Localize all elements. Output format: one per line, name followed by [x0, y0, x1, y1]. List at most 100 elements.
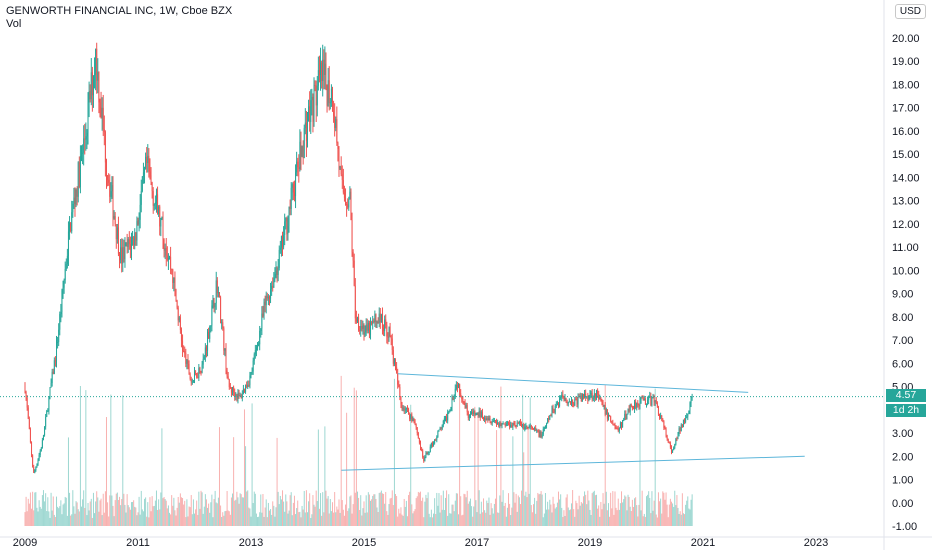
candle-body [615, 427, 617, 429]
trendline[interactable] [341, 455, 805, 471]
volume-bar [464, 494, 466, 526]
candle-body [161, 217, 163, 219]
volume-bar [237, 497, 239, 526]
volume-bar [417, 491, 419, 526]
candle-body [379, 313, 381, 323]
candle-body [342, 180, 344, 193]
volume-bar [634, 498, 636, 526]
volume-bar [136, 515, 138, 526]
candle-body [684, 419, 686, 422]
candle-body [83, 138, 85, 153]
candle-body [452, 397, 454, 400]
volume-bars [24, 375, 693, 526]
volume-bar [440, 495, 442, 526]
candle-body [275, 270, 277, 275]
volume-bar [441, 509, 443, 526]
volume-bar [581, 503, 583, 526]
trendline[interactable] [397, 373, 749, 393]
volume-bar [676, 495, 678, 526]
candle-body [272, 285, 274, 288]
volume-bar [452, 504, 454, 526]
volume-bar [255, 513, 257, 526]
volume-bar [32, 491, 34, 526]
candle-body [514, 423, 516, 426]
volume-bar [326, 498, 328, 526]
volume-bar [321, 515, 323, 526]
volume-bar [39, 506, 41, 526]
candle-body [65, 263, 67, 269]
candle-body [314, 85, 316, 87]
candle-body [172, 269, 174, 283]
candle-body [383, 327, 385, 331]
candle-body [37, 459, 39, 465]
candle-body [225, 348, 227, 371]
volume-bar [273, 505, 275, 526]
volume-bar [376, 507, 378, 526]
candle-body [361, 326, 363, 329]
x-tick-label: 2013 [239, 537, 263, 549]
candle-body [519, 421, 521, 424]
candle-body [288, 206, 290, 226]
volume-bar [370, 500, 372, 526]
volume-bar [110, 394, 112, 526]
candle-body [300, 141, 302, 157]
candle-body [39, 450, 41, 455]
candle-body [182, 340, 184, 351]
volume-bar [61, 514, 63, 526]
candle-body [643, 398, 645, 401]
volume-bar [87, 502, 89, 526]
volume-bar [589, 509, 591, 526]
candle-body [503, 423, 505, 425]
volume-bar [272, 501, 274, 526]
candle-body [405, 407, 407, 410]
volume-bar [488, 497, 490, 526]
candle-body [259, 330, 261, 345]
volume-bar [604, 384, 606, 526]
candle-body [338, 149, 340, 169]
candle-body [663, 421, 665, 428]
candle-body [591, 392, 593, 400]
volume-bar [322, 492, 324, 526]
volume-bar [204, 494, 206, 526]
volume-bar [249, 508, 251, 526]
volume-bar [128, 507, 130, 526]
candle-body [679, 428, 681, 432]
candle-body [253, 354, 255, 361]
volume-bar [44, 501, 46, 526]
candle-body [72, 203, 74, 213]
candle-body [459, 383, 461, 394]
candle-body [102, 107, 104, 130]
volume-bar [271, 514, 273, 526]
x-tick-label: 2019 [578, 537, 602, 549]
candle-body [351, 220, 353, 253]
volume-bar [615, 507, 617, 526]
volume-bar [424, 501, 426, 526]
volume-bar [328, 513, 330, 526]
currency-button[interactable]: USD [894, 4, 926, 19]
candle-body [484, 418, 486, 420]
y-tick-label: 8.00 [892, 312, 913, 324]
candle-body [108, 179, 110, 183]
trendlines[interactable] [341, 373, 805, 471]
candle-body [680, 424, 682, 432]
volume-bar [447, 515, 449, 526]
volume-bar [478, 490, 480, 526]
candle-body [210, 325, 212, 327]
candle-body [97, 72, 99, 81]
candle-body [152, 191, 154, 206]
candle-body [411, 414, 413, 422]
volume-bar [35, 492, 37, 526]
volume-bar [117, 500, 119, 526]
candle-body [515, 425, 517, 427]
candle-body [550, 415, 552, 417]
candle-body [631, 406, 633, 408]
volume-bar [307, 512, 308, 526]
candle-body [179, 317, 181, 330]
candle-body [534, 428, 536, 430]
volume-bar [140, 490, 142, 526]
candle-body [196, 373, 198, 378]
volume-bar [83, 490, 85, 526]
candle-body [588, 395, 590, 401]
